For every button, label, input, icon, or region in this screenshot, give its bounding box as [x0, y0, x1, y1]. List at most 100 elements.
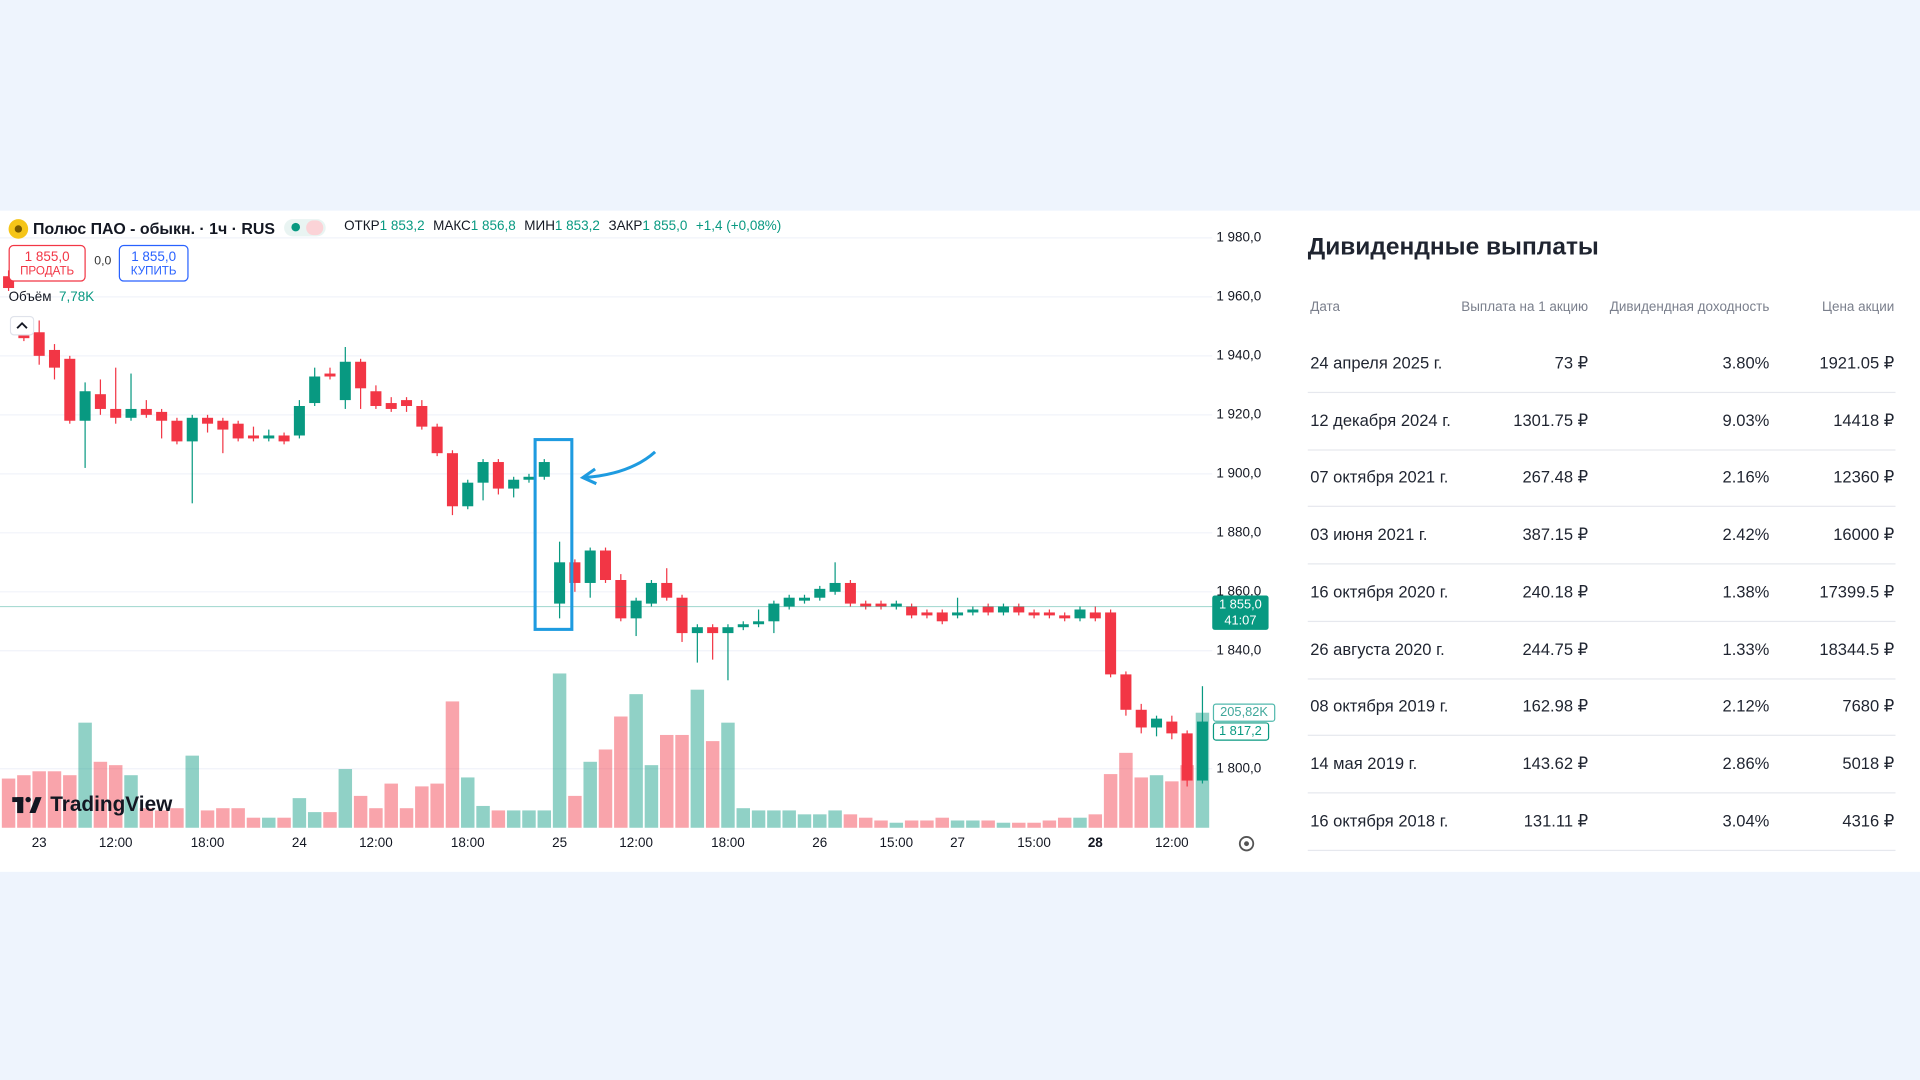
candle-body: [906, 606, 918, 616]
table-cell: 08 октября 2019 г.: [1310, 696, 1449, 716]
arrow-head: [579, 467, 597, 486]
candle-body: [707, 627, 719, 634]
table-cell: 1301.75 ₽: [1513, 411, 1589, 430]
row-separator: [1307, 506, 1896, 508]
collapse-button[interactable]: [9, 315, 35, 336]
volume-bar: [231, 808, 245, 828]
table-cell: 14418 ₽: [1833, 411, 1895, 430]
x-tick-label: 18:00: [451, 835, 485, 850]
x-tick-label: 24: [292, 835, 307, 850]
table-cell: 2.42%: [1722, 525, 1770, 544]
row-separator: [1307, 677, 1896, 679]
volume-bar: [246, 817, 261, 828]
volume-bar: [614, 716, 628, 828]
row-separator: [1307, 620, 1896, 622]
volume-bar: [874, 820, 888, 828]
x-tick-label: 25: [552, 835, 567, 850]
candle-body: [554, 562, 566, 604]
candle-body: [401, 400, 413, 406]
candle-body: [125, 408, 137, 418]
candle-body: [1181, 733, 1193, 781]
volume-bar: [1, 778, 16, 828]
y-tick-label: 1 900,0: [1216, 465, 1261, 480]
volume-bar: [1042, 820, 1057, 828]
legend-item: ОТКР1 853,2: [344, 219, 428, 234]
buy-button[interactable]: 1 855,0 КУПИТЬ: [118, 244, 189, 282]
column-header: Цена акции: [1822, 300, 1895, 315]
candle-body: [615, 580, 627, 619]
candle-body: [630, 600, 642, 619]
table-cell: 16 октября 2018 г.: [1310, 811, 1449, 830]
volume-bar: [858, 817, 873, 828]
settings-icon[interactable]: [1238, 836, 1255, 852]
volume-legend: Объём 7,78K: [9, 290, 95, 305]
volume-bar: [476, 805, 490, 828]
table-cell: 3.04%: [1722, 811, 1770, 830]
volume-bar: [292, 798, 307, 828]
volume-bar: [1027, 822, 1041, 828]
candle-body: [722, 627, 734, 634]
candle-body: [844, 582, 856, 604]
candle-body: [645, 582, 657, 604]
candle-body: [829, 582, 841, 592]
y-tick-label: 1 840,0: [1216, 642, 1261, 657]
y-tick-label: 1 860,0: [1216, 583, 1261, 598]
candle-body: [508, 479, 520, 489]
arrow: [585, 450, 657, 480]
row-separator: [1307, 449, 1896, 451]
status-toggle[interactable]: [284, 219, 326, 237]
volume-bar: [17, 775, 31, 828]
candle-body: [1135, 709, 1147, 728]
legend-value: 1 853,2: [554, 219, 600, 234]
table-cell: 17399.5 ₽: [1819, 582, 1895, 601]
candle-body: [416, 405, 428, 427]
x-tick-label: 23: [32, 835, 47, 850]
candle-body: [202, 417, 214, 424]
candle-body: [661, 582, 673, 598]
table-cell: 387.15 ₽: [1522, 525, 1589, 544]
y-tick-label: 1 800,0: [1216, 760, 1261, 775]
legend-item: ЗАКР1 855,0: [608, 219, 691, 234]
table-cell: 7680 ₽: [1842, 696, 1895, 716]
candle-body: [1043, 612, 1055, 616]
volume-bar: [1073, 817, 1087, 828]
volume-bar: [200, 810, 215, 828]
volume-bar: [767, 810, 781, 828]
volume-bar: [843, 814, 858, 828]
table-cell: 162.98 ₽: [1522, 696, 1589, 716]
candle-body: [676, 597, 688, 634]
candle-body: [538, 462, 550, 477]
candle-body: [171, 420, 183, 442]
volume-bar: [996, 822, 1011, 828]
candle-body: [1105, 612, 1117, 675]
candle-body: [1120, 674, 1132, 710]
ohlc-legend: ОТКР1 853,2 МАКС1 856,8 МИН1 853,2 ЗАКР1 85…: [344, 219, 785, 234]
candle-body: [1028, 612, 1040, 616]
volume-bar: [1103, 774, 1118, 828]
volume-bar: [813, 814, 827, 828]
volume-bar: [537, 810, 552, 828]
x-tick-label: 28: [1088, 835, 1103, 850]
volume-bar: [1088, 814, 1103, 828]
candle-body: [186, 417, 198, 442]
volume-bar: [384, 783, 398, 828]
volume-bar: [782, 810, 796, 828]
sell-button[interactable]: 1 855,0 ПРОДАТЬ: [8, 244, 86, 282]
indicator-marker-box: [1212, 722, 1270, 741]
legend-name: ОТКР: [344, 219, 380, 234]
y-tick-label: 1 880,0: [1216, 524, 1261, 539]
table-cell: 1921.05 ₽: [1819, 353, 1895, 373]
y-tick-label: 1 940,0: [1216, 347, 1261, 362]
volume-marker-box: [1212, 703, 1276, 722]
candle-body: [309, 376, 321, 404]
sell-label: ПРОДАТЬ: [20, 264, 75, 278]
candle-body: [232, 423, 244, 439]
table-cell: 5018 ₽: [1842, 754, 1895, 773]
brand-logo: TradingView: [12, 793, 173, 816]
volume-marker-label: 205,82K: [1220, 704, 1268, 719]
volume-bar: [63, 775, 77, 828]
volume-bar: [78, 722, 92, 828]
volume-bar: [552, 673, 567, 828]
last-price-label: 1 855,0: [1219, 597, 1262, 612]
